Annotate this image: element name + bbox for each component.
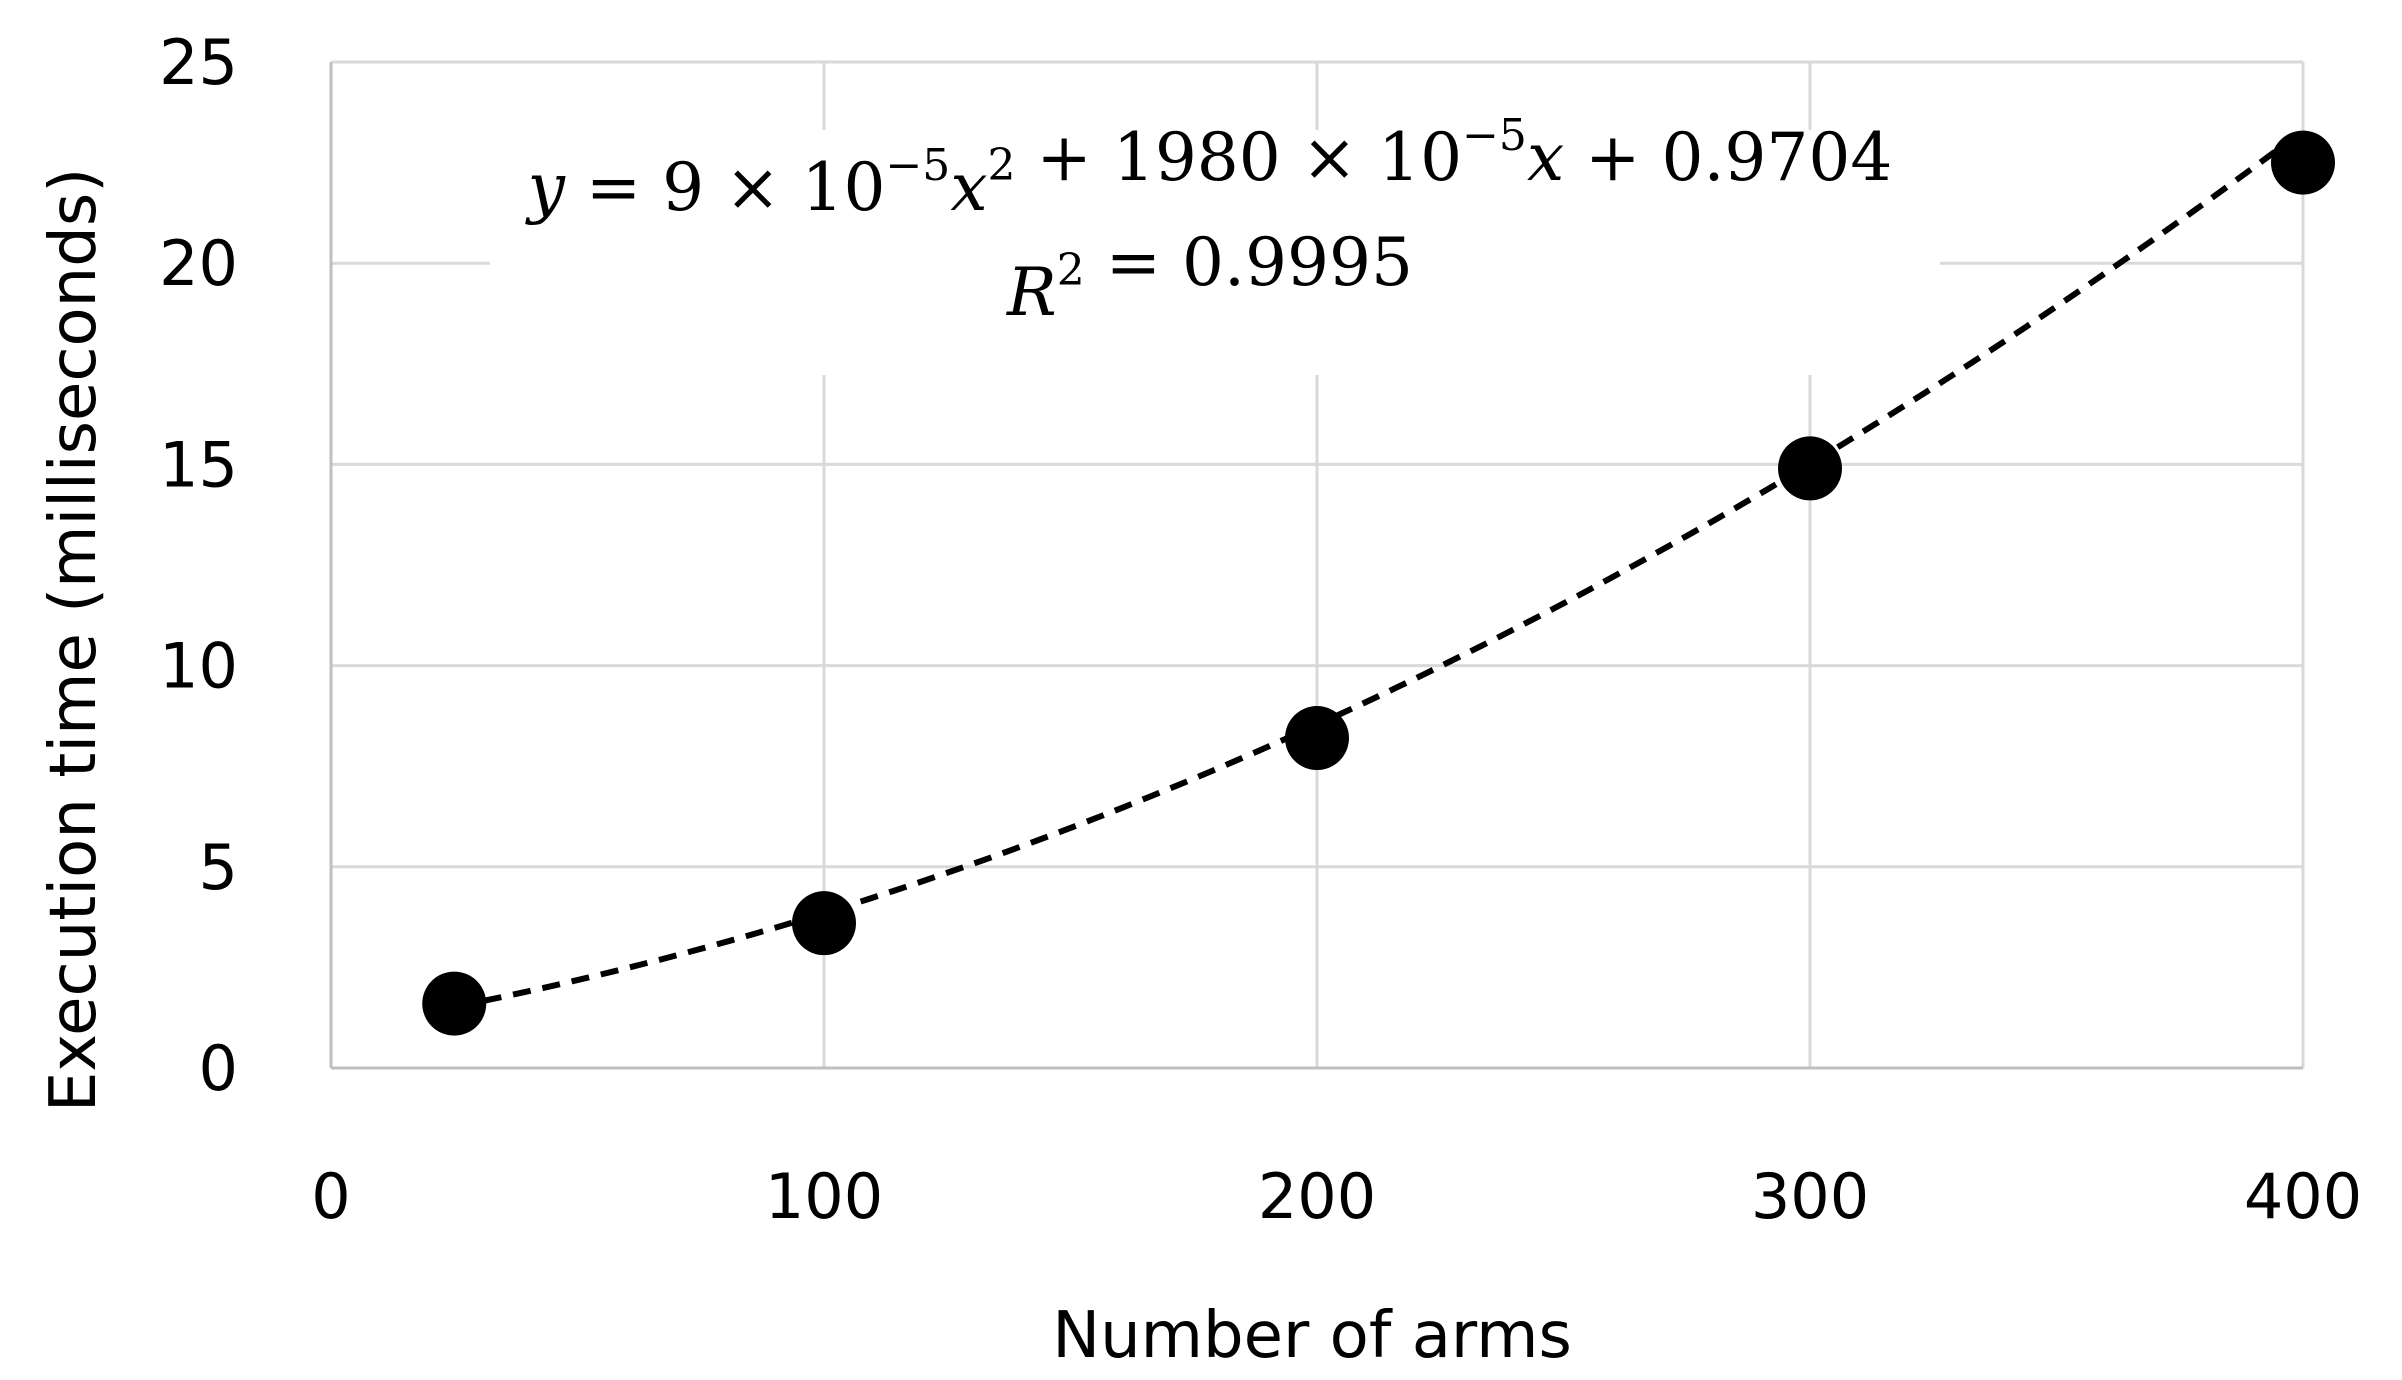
x-tick-label: 300 — [1751, 1160, 1869, 1233]
data-point — [1285, 706, 1349, 771]
x-tick-label: 200 — [1258, 1160, 1376, 1233]
y-tick-label: 25 — [159, 26, 238, 99]
data-point — [422, 971, 487, 1036]
y-tick-label: 15 — [159, 428, 238, 501]
x-axis-title: Number of arms — [1052, 1299, 1572, 1373]
data-points — [422, 130, 2335, 1036]
x-tick-label: 100 — [765, 1160, 883, 1233]
data-point — [2271, 130, 2335, 195]
data-point — [792, 891, 856, 956]
x-tick-label: 0 — [311, 1160, 350, 1233]
trendline-equation: y = 9 × 10−5x2 + 1980 × 10−5x + 0.9704 — [525, 110, 1893, 226]
y-tick-label: 20 — [159, 227, 238, 300]
x-tick-label: 400 — [2244, 1160, 2362, 1233]
trendline — [453, 128, 2305, 1010]
y-tick-label: 5 — [199, 831, 238, 904]
tick-labels: 0 5 10 15 20 25 0 100 200 300 400 — [159, 26, 2362, 1233]
y-axis-title: Execution time (milliseconds) — [37, 168, 111, 1112]
axes — [329, 62, 2303, 1070]
r-squared-label: R2 = 0.9995 — [1006, 224, 1413, 331]
trendline-path — [453, 128, 2305, 1010]
y-tick-label: 0 — [199, 1032, 238, 1105]
equation-background — [490, 130, 1940, 375]
data-point — [1778, 436, 1842, 501]
y-tick-label: 10 — [159, 630, 238, 703]
